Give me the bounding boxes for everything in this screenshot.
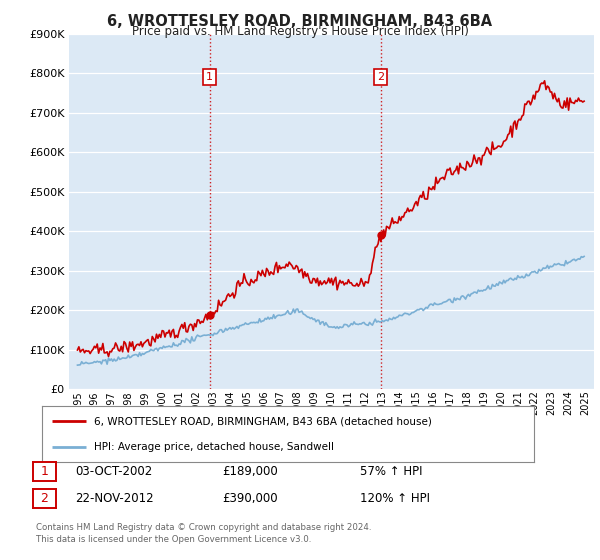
- Text: 2: 2: [40, 492, 49, 505]
- Text: This data is licensed under the Open Government Licence v3.0.: This data is licensed under the Open Gov…: [36, 535, 311, 544]
- Text: £390,000: £390,000: [222, 492, 278, 505]
- Text: Contains HM Land Registry data © Crown copyright and database right 2024.: Contains HM Land Registry data © Crown c…: [36, 523, 371, 532]
- Text: 22-NOV-2012: 22-NOV-2012: [75, 492, 154, 505]
- Text: 1: 1: [206, 72, 213, 82]
- Text: £189,000: £189,000: [222, 465, 278, 478]
- Text: 57% ↑ HPI: 57% ↑ HPI: [360, 465, 422, 478]
- Text: Price paid vs. HM Land Registry's House Price Index (HPI): Price paid vs. HM Land Registry's House …: [131, 25, 469, 38]
- Text: 2: 2: [377, 72, 384, 82]
- Text: 6, WROTTESLEY ROAD, BIRMINGHAM, B43 6BA (detached house): 6, WROTTESLEY ROAD, BIRMINGHAM, B43 6BA …: [94, 416, 431, 426]
- Text: 1: 1: [40, 465, 49, 478]
- Text: 120% ↑ HPI: 120% ↑ HPI: [360, 492, 430, 505]
- Text: 6, WROTTESLEY ROAD, BIRMINGHAM, B43 6BA: 6, WROTTESLEY ROAD, BIRMINGHAM, B43 6BA: [107, 14, 493, 29]
- Text: HPI: Average price, detached house, Sandwell: HPI: Average price, detached house, Sand…: [94, 442, 334, 452]
- Text: 03-OCT-2002: 03-OCT-2002: [75, 465, 152, 478]
